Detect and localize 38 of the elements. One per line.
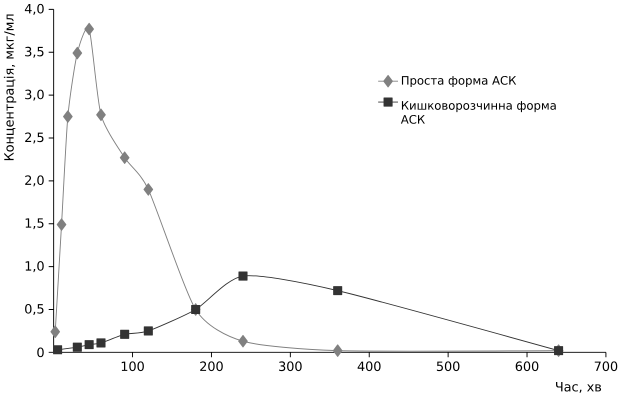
x-tick-label: 600 — [516, 362, 538, 372]
point — [84, 340, 94, 350]
y-tick-label: 1,5 — [26, 218, 44, 230]
y-tick-label: 0,5 — [25, 304, 44, 316]
point — [53, 345, 62, 354]
y-tick-label: 0 — [37, 348, 44, 358]
y-tick-label: 2,5 — [25, 132, 44, 144]
x-tick-label: 400 — [358, 362, 381, 372]
point — [72, 342, 82, 352]
point — [333, 286, 342, 296]
x-axis-title: Час, хв — [556, 382, 602, 393]
x-tick-label: 700 — [594, 362, 618, 372]
point — [120, 152, 130, 164]
y-axis-title: Концентрація, мкг/мл — [4, 14, 16, 160]
x-tick-label: 300 — [279, 362, 302, 372]
y-tick-label: 3,5 — [25, 46, 44, 58]
x-tick-label: 500 — [436, 362, 460, 372]
point — [96, 338, 106, 348]
point — [332, 344, 342, 358]
point — [84, 22, 94, 36]
point — [96, 108, 106, 122]
x-tick-label: 200 — [200, 362, 223, 372]
y-tick-label: 1,0 — [26, 261, 44, 272]
point — [120, 330, 130, 340]
point — [63, 110, 73, 123]
legend-label: Проста форма АСК — [402, 76, 516, 88]
point — [238, 335, 248, 348]
y-tick-label: 2,0 — [25, 176, 44, 186]
y-tick-label: 4,0 — [24, 4, 44, 15]
point — [56, 218, 66, 232]
point — [144, 326, 153, 336]
point — [238, 272, 248, 281]
point — [72, 46, 82, 60]
point — [50, 326, 60, 338]
x-tick-label: 100 — [122, 362, 144, 372]
point — [144, 183, 154, 196]
legend-label: Кишковорозчинна форма АСК — [400, 101, 556, 124]
y-tick-label: 3,0 — [25, 90, 44, 101]
